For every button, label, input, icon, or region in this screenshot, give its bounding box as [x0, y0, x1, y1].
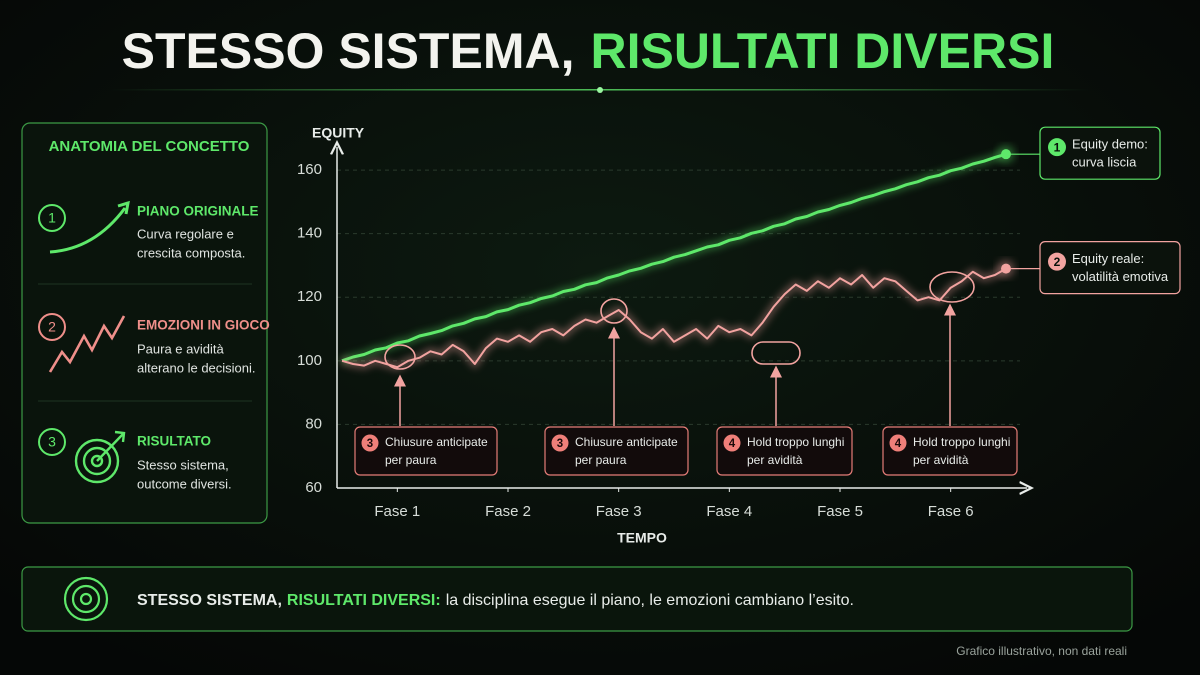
- x-tick-label: Fase 6: [928, 503, 974, 520]
- annotation-highlight: [929, 271, 975, 303]
- annotation-badge: [889, 434, 907, 452]
- item-text: Curva regolare e: [137, 226, 234, 241]
- concept-panel: [21, 122, 268, 524]
- item-badge: [38, 428, 66, 456]
- annotation-box: [716, 426, 853, 476]
- page-title: STESSO SISTEMA, RISULTATI DIVERSI: [122, 23, 1055, 79]
- item-badge: [38, 313, 66, 341]
- annotation-badge-number: 3: [367, 438, 373, 450]
- banner: [21, 566, 1133, 632]
- item-title: RISULTATO: [137, 434, 211, 449]
- y-tick-label: 140: [297, 225, 322, 242]
- legend-box: [1039, 241, 1181, 295]
- item-text: alterano le decisioni.: [137, 360, 256, 375]
- series-line: [341, 267, 1007, 369]
- end-dot: [1001, 149, 1011, 160]
- x-tick-label: Fase 4: [706, 503, 752, 520]
- annotation-text: per avidità: [913, 453, 969, 467]
- equity-chart: 60 80 100 120 140 160 EQUITY TEMPO Fase 1 Fase 2 F…: [297, 125, 1181, 546]
- volatility-icon: [48, 315, 126, 373]
- y-tick-label: 160: [297, 161, 322, 178]
- annotation-box: [544, 426, 689, 476]
- annotation-text: Chiusure anticipate: [385, 435, 488, 449]
- annotation-badge-number: 4: [729, 438, 736, 450]
- item-number: 1: [48, 210, 56, 226]
- banner-icon: [63, 576, 109, 622]
- x-tick-label: Fase 3: [596, 503, 642, 520]
- legend-badge: [1048, 252, 1066, 271]
- y-tick-label: 80: [305, 415, 322, 432]
- annotation-box: [882, 426, 1018, 476]
- x-axis-label: TEMPO: [617, 530, 667, 546]
- item-number: 2: [48, 319, 56, 335]
- item-title: PIANO ORIGINALE: [137, 204, 259, 219]
- item-number: 3: [48, 434, 56, 450]
- title-green: RISULTATI DIVERSI: [590, 23, 1054, 79]
- banner-green: RISULTATI DIVERSI:: [287, 592, 441, 609]
- legend-badge-number: 2: [1054, 255, 1061, 269]
- x-tick-label: Fase 1: [374, 503, 420, 520]
- panel-title: ANATOMIA DEL CONCETTO: [49, 138, 250, 155]
- legend-detail: curva liscia: [1072, 155, 1137, 170]
- panel-item: 2 EMOZIONI IN GIOCO Paura e avidità alte…: [38, 313, 270, 375]
- annotation-text: per avidità: [747, 453, 803, 467]
- item-text: outcome diversi.: [137, 476, 232, 491]
- item-text: Paura e avidità: [137, 341, 224, 356]
- panel-item: 3 RISULTATO Stesso sistema, outcome dive…: [38, 428, 232, 491]
- y-tick-label: 60: [305, 479, 322, 496]
- y-tick-label: 120: [297, 288, 322, 305]
- annotation-badge: [551, 434, 569, 452]
- growth-arrow: [117, 200, 130, 215]
- y-tick-label: 100: [297, 352, 322, 369]
- growth-icon: [49, 207, 127, 254]
- legend-box: [1039, 126, 1161, 180]
- annotation-highlight: [751, 341, 801, 365]
- annotation-badge-number: 4: [895, 438, 902, 450]
- annotation-highlight: [384, 344, 416, 370]
- annotation-text: Chiusure anticipate: [575, 435, 678, 449]
- footnote: Grafico illustrativo, non dati reali: [956, 644, 1127, 658]
- legend-badge: [1048, 138, 1066, 157]
- annotation-text: Hold troppo lunghi: [913, 435, 1010, 449]
- x-tick-label: Fase 5: [817, 503, 863, 520]
- end-dot: [1001, 263, 1011, 274]
- annotation-badge: [723, 434, 741, 452]
- banner-rest: la disciplina esegue il piano, le emozio…: [446, 592, 854, 609]
- item-badge: [38, 204, 66, 232]
- legend-badge-number: 1: [1054, 140, 1061, 154]
- y-axis-label: EQUITY: [312, 125, 365, 141]
- annotation-highlight: [600, 298, 628, 324]
- item-title: EMOZIONI IN GIOCO: [137, 318, 270, 333]
- banner-text: STESSO SISTEMA, RISULTATI DIVERSI: la disc…: [137, 592, 854, 609]
- x-tick-label: Fase 2: [485, 503, 531, 520]
- annotation-badge-number: 3: [557, 438, 563, 450]
- banner-white: STESSO SISTEMA,: [137, 592, 282, 609]
- rule-dot: [597, 87, 603, 93]
- legend-name: Equity reale:: [1072, 251, 1144, 266]
- panel-item: 1 PIANO ORIGINALE Curva regolare e cresc…: [38, 200, 259, 260]
- series-line: [341, 152, 1007, 363]
- annotation-box: [354, 426, 498, 476]
- item-text: crescita composta.: [137, 245, 245, 260]
- annotation-text: per paura: [575, 453, 627, 467]
- title-white: STESSO SISTEMA,: [122, 23, 575, 79]
- item-text: Stesso sistema,: [137, 457, 229, 472]
- annotation-badge: [361, 434, 379, 452]
- legend-name: Equity demo:: [1072, 137, 1148, 152]
- annotation-text: Hold troppo lunghi: [747, 435, 844, 449]
- target-icon: [74, 430, 126, 484]
- annotation-text: per paura: [385, 453, 437, 467]
- legend-detail: volatilità emotiva: [1072, 269, 1169, 284]
